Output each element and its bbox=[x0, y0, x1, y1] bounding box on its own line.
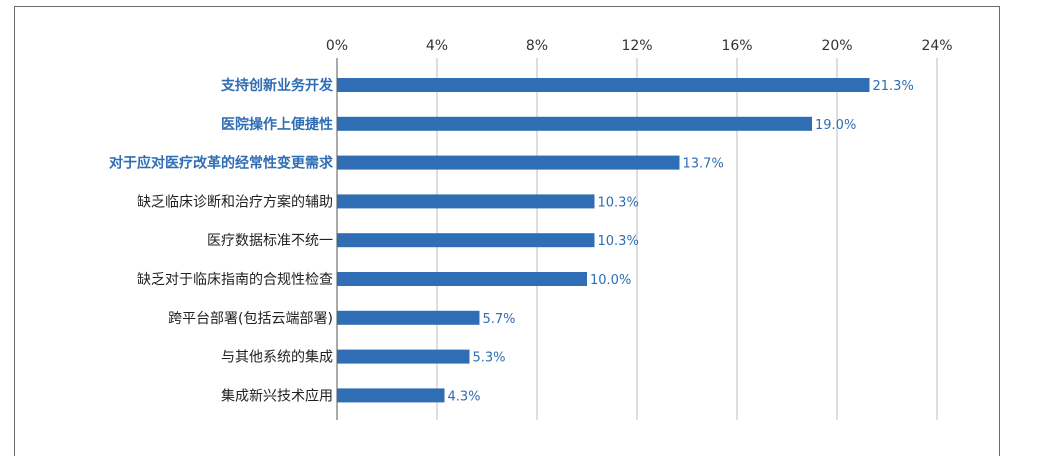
category-label: 支持创新业务开发 bbox=[220, 77, 334, 94]
category-label: 缺乏临床诊断和治疗方案的辅助 bbox=[137, 193, 333, 210]
x-tick-label: 4% bbox=[426, 38, 448, 54]
category-label: 集成新兴技术应用 bbox=[221, 387, 333, 404]
value-label: 10.3% bbox=[598, 195, 639, 210]
x-tick-label: 20% bbox=[821, 38, 852, 54]
category-label: 缺乏对于临床指南的合规性检查 bbox=[137, 272, 333, 288]
bar bbox=[337, 78, 870, 92]
value-label: 13.7% bbox=[683, 157, 724, 172]
value-label: 4.3% bbox=[448, 389, 481, 404]
x-tick-label: 0% bbox=[326, 38, 348, 54]
category-label: 跨平台部署(包括云端部署) bbox=[168, 311, 333, 327]
category-label: 医院操作上便捷性 bbox=[221, 116, 333, 133]
category-label: 医疗数据标准不统一 bbox=[207, 233, 333, 249]
bar bbox=[337, 233, 595, 248]
value-label: 5.3% bbox=[473, 351, 506, 366]
bar bbox=[337, 310, 480, 325]
value-label: 10.3% bbox=[598, 234, 639, 249]
x-tick-label: 24% bbox=[921, 38, 952, 54]
value-labels: 21.3% 19.0% 13.7% 10.3% 10.3% 10.0% 5.7% 5.3% 4.… bbox=[448, 79, 914, 404]
category-label: 对于应对医疗改革的经常性变更需求 bbox=[109, 155, 334, 172]
category-labels: 支持创新业务开发医院操作上便捷性对于应对医疗改革的经常性变更需求缺乏临床诊断和治… bbox=[109, 77, 334, 404]
bar bbox=[337, 388, 445, 403]
x-tick-label: 16% bbox=[721, 38, 752, 54]
bar bbox=[337, 194, 595, 209]
value-label: 10.0% bbox=[590, 273, 631, 288]
bars bbox=[337, 78, 870, 403]
x-tick-label: 12% bbox=[621, 38, 652, 54]
x-axis-ticks: 0% 4% 8% 12% 16% 20% 24% bbox=[326, 38, 953, 54]
value-label: 21.3% bbox=[873, 79, 914, 94]
x-tick-label: 8% bbox=[526, 38, 548, 54]
category-label: 与其他系统的集成 bbox=[221, 349, 333, 366]
bar bbox=[337, 272, 587, 286]
value-label: 5.7% bbox=[483, 312, 516, 327]
bar bbox=[337, 349, 470, 364]
value-label: 19.0% bbox=[815, 118, 856, 133]
bar bbox=[337, 116, 812, 131]
chart-frame bbox=[14, 6, 1000, 456]
bar bbox=[337, 155, 680, 170]
